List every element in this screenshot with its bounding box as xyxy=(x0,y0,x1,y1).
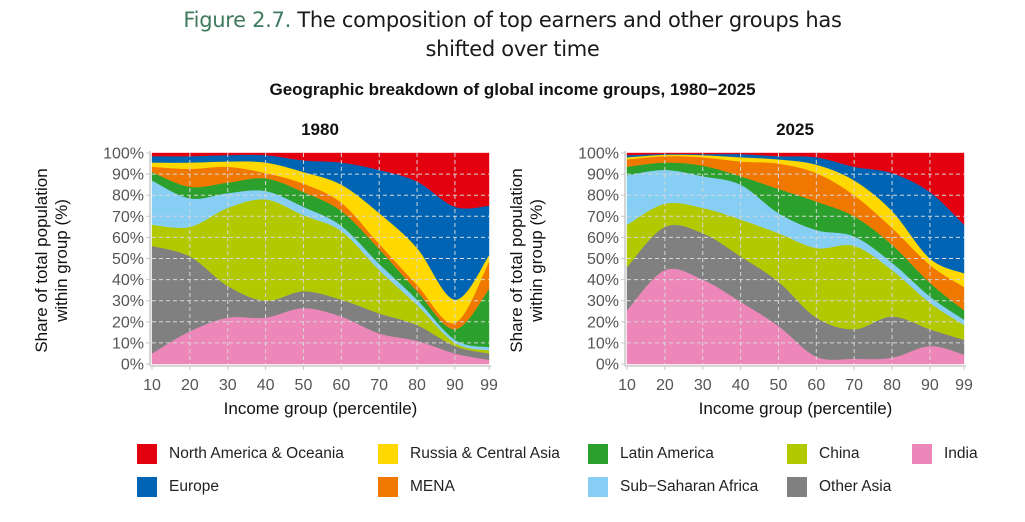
x-tick-label: 90 xyxy=(446,377,464,394)
panel-1980: 0% 10% 20% 30% 40% 50% 60% 70% 80% 90% 100% 10 20 30 4… xyxy=(32,146,498,419)
y-tick-label: 10% xyxy=(587,335,619,352)
figure-title-text: The composition of top earners and other… xyxy=(297,8,842,32)
x-tick-label: 40 xyxy=(257,377,275,394)
y-tick-label: 50% xyxy=(587,251,619,268)
legend-label-europe: Europe xyxy=(169,478,219,495)
y-tick-label: 70% xyxy=(587,209,619,226)
x-tick-label: 20 xyxy=(656,377,674,394)
y-tick-label: 90% xyxy=(587,167,619,184)
chart-subtitle: Geographic breakdown of global income gr… xyxy=(269,80,756,99)
y-tick-label: 80% xyxy=(587,188,619,205)
legend-swatch-mena xyxy=(378,477,398,497)
panel-title-1980: 1980 xyxy=(301,120,339,139)
y-tick-label: 20% xyxy=(112,314,144,331)
y-tick-label: 60% xyxy=(587,230,619,247)
legend-item-mena: MENA xyxy=(378,476,455,498)
x-tick-label: 80 xyxy=(883,377,901,394)
figure-label: Figure 2.7. xyxy=(183,8,291,32)
legend-swatch-india xyxy=(912,444,932,464)
stacked-areas xyxy=(151,152,490,365)
x-tick-label: 60 xyxy=(807,377,825,394)
legend-label-india: India xyxy=(944,445,978,462)
legend-item-russia: Russia & Central Asia xyxy=(378,443,560,465)
x-tick-label: 70 xyxy=(845,377,863,394)
legend-label-mena: MENA xyxy=(410,478,455,495)
legend-swatch-na xyxy=(137,444,157,464)
y-axis-label: Share of total populationwithin group (%… xyxy=(507,168,546,352)
x-tick-label: 70 xyxy=(370,377,388,394)
legend-item-otherasia: Other Asia xyxy=(787,476,891,498)
y-tick-label: 40% xyxy=(112,272,144,289)
legend-swatch-otherasia xyxy=(787,477,807,497)
legend-swatch-europe xyxy=(137,477,157,497)
y-tick-label: 60% xyxy=(112,230,144,247)
legend-item-europe: Europe xyxy=(137,476,219,498)
x-tick-label: 10 xyxy=(618,377,636,394)
y-tick-label: 100% xyxy=(103,146,144,163)
x-tick-label: 50 xyxy=(295,377,313,394)
panel-title-2025: 2025 xyxy=(776,120,814,139)
legend-swatch-china xyxy=(787,444,807,464)
y-tick-label: 30% xyxy=(112,293,144,310)
x-tick-label: 10 xyxy=(143,377,161,394)
y-axis-label: Share of total populationwithin group (%… xyxy=(32,168,71,352)
legend-item-ssa: Sub−Saharan Africa xyxy=(588,476,758,498)
x-tick-label: 80 xyxy=(408,377,426,394)
y-tick-label: 70% xyxy=(112,209,144,226)
figure-title-line1: Figure 2.7. The composition of top earne… xyxy=(0,5,1025,35)
legend-swatch-latam xyxy=(588,444,608,464)
x-axis-label: Income group (percentile) xyxy=(224,399,418,418)
x-tick-label: 40 xyxy=(732,377,750,394)
y-tick-label: 20% xyxy=(587,314,619,331)
y-tick-label: 40% xyxy=(587,272,619,289)
y-tick-label: 30% xyxy=(587,293,619,310)
legend-label-ssa: Sub−Saharan Africa xyxy=(620,478,759,495)
x-tick-label: 90 xyxy=(921,377,939,394)
y-tick-label: 100% xyxy=(578,146,619,163)
legend-swatch-russia xyxy=(378,444,398,464)
figure-title-line2: shifted over time xyxy=(425,37,600,61)
x-tick-label: 20 xyxy=(181,377,199,394)
y-tick-label: 0% xyxy=(121,357,144,374)
y-tick-label: 0% xyxy=(596,357,619,374)
y-tick-label: 50% xyxy=(112,251,144,268)
y-tick-label: 80% xyxy=(112,188,144,205)
legend-label-latam: Latin America xyxy=(620,445,714,462)
x-axis-label: Income group (percentile) xyxy=(699,399,893,418)
grid xyxy=(152,153,489,364)
x-tick-label: 60 xyxy=(332,377,350,394)
y-tick-label: 10% xyxy=(112,335,144,352)
legend-item-latam: Latin America xyxy=(588,443,714,465)
grid xyxy=(627,153,964,364)
legend-item-india: India xyxy=(912,443,978,465)
legend-label-china: China xyxy=(819,445,860,462)
y-tick-label: 90% xyxy=(112,167,144,184)
x-tick-label: 99 xyxy=(480,377,498,394)
legend-item-china: China xyxy=(787,443,860,465)
x-tick-label: 50 xyxy=(770,377,788,394)
legend-item-na: North America & Oceania xyxy=(137,443,344,465)
legend-label-russia: Russia & Central Asia xyxy=(410,445,560,462)
panel-2025: 0% 10% 20% 30% 40% 50% 60% 70% 80% 90% 100% 10 20 30 4… xyxy=(507,146,973,419)
x-tick-label: 30 xyxy=(219,377,237,394)
legend-label-na: North America & Oceania xyxy=(169,445,344,462)
x-tick-label: 30 xyxy=(694,377,712,394)
legend-label-otherasia: Other Asia xyxy=(819,478,892,495)
x-tick-label: 99 xyxy=(955,377,973,394)
legend-swatch-ssa xyxy=(588,477,608,497)
